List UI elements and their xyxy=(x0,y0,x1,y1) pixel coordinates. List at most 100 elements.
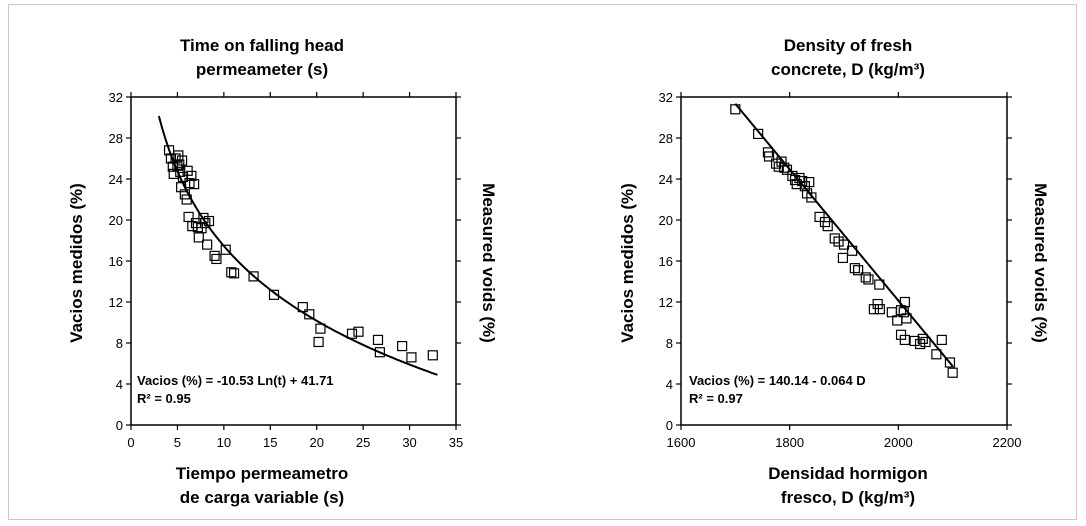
y-tick-label: 12 xyxy=(659,295,673,310)
data-point xyxy=(791,179,802,190)
data-point xyxy=(899,334,910,346)
x-tick-label: 20 xyxy=(309,435,323,450)
data-point xyxy=(397,340,408,352)
data-point xyxy=(947,367,958,378)
regression-equation: Vacios (%) = 140.14 - 0.064 D xyxy=(689,373,866,388)
y-tick-label: 32 xyxy=(659,90,673,105)
data-point xyxy=(781,164,793,175)
y-tick-label: 28 xyxy=(109,131,123,146)
y-tick-label: 0 xyxy=(666,418,673,433)
data-point xyxy=(753,128,764,140)
x-axis-label-line1: Tiempo permeametro xyxy=(176,464,349,483)
y-tick-label: 32 xyxy=(109,90,123,105)
chart-density: Density of fresh concrete, D (kg/m³) Vac… xyxy=(618,36,1050,507)
data-point xyxy=(797,175,808,187)
chart-title-line1: Time on falling head xyxy=(180,36,344,55)
data-point xyxy=(228,268,240,279)
data-point xyxy=(853,265,864,276)
data-point xyxy=(872,298,883,310)
data-point xyxy=(297,302,308,313)
data-point xyxy=(193,232,204,243)
data-point xyxy=(914,338,926,350)
data-point xyxy=(895,329,907,340)
data-point xyxy=(179,189,190,200)
data-point xyxy=(304,309,315,320)
x-axis-label-line1: Densidad hormigon xyxy=(768,464,928,483)
chart-title-line2: permeameter (s) xyxy=(196,60,328,79)
y-tick-label: 28 xyxy=(659,131,673,146)
data-point xyxy=(931,349,942,360)
data-point xyxy=(917,333,928,344)
data-point xyxy=(822,221,833,232)
data-point xyxy=(313,336,324,348)
y-tick-label: 8 xyxy=(666,336,673,351)
data-point xyxy=(198,212,209,224)
data-point xyxy=(427,350,438,361)
x-tick-label: 15 xyxy=(263,435,277,450)
data-point xyxy=(863,274,874,285)
y-tick-label: 12 xyxy=(109,295,123,310)
y-tick-label: 4 xyxy=(116,377,123,392)
data-point xyxy=(838,239,850,250)
data-point xyxy=(226,267,237,278)
data-point xyxy=(837,252,849,264)
y-tick-label: 8 xyxy=(116,336,123,351)
x-tick-label: 1600 xyxy=(667,435,696,450)
y-tick-label: 0 xyxy=(116,418,123,433)
data-point xyxy=(920,336,931,348)
data-point xyxy=(248,271,259,282)
x-tick-label: 35 xyxy=(449,435,463,450)
chart-title-line1: Density of fresh xyxy=(784,36,912,55)
y-axis-label: Vacios medidos (%) xyxy=(67,183,86,343)
y-tick-label: 24 xyxy=(109,172,123,187)
y-tick-label: 24 xyxy=(659,172,673,187)
x-tick-label: 2000 xyxy=(884,435,913,450)
data-point xyxy=(181,194,192,205)
figure-frame: Time on falling head permeameter (s) Vac… xyxy=(8,4,1077,520)
data-point xyxy=(804,176,815,188)
data-point xyxy=(901,313,912,324)
data-point xyxy=(182,165,193,176)
data-point xyxy=(909,335,920,347)
data-point xyxy=(374,347,385,358)
data-point xyxy=(315,323,326,334)
data-point xyxy=(346,328,358,339)
y-axis-label-right: Measured voids (%) xyxy=(479,183,498,343)
regression-equation: Vacios (%) = -10.53 Ln(t) + 41.71 xyxy=(137,373,334,388)
regression-line xyxy=(157,115,438,376)
data-point xyxy=(353,326,364,337)
data-point xyxy=(200,217,211,229)
data-point xyxy=(220,244,231,255)
x-tick-label: 25 xyxy=(356,435,370,450)
y-tick-label: 16 xyxy=(109,254,123,269)
data-point xyxy=(196,223,207,234)
regression-line xyxy=(734,103,954,367)
data-point xyxy=(175,166,186,177)
x-tick-label: 2200 xyxy=(993,435,1022,450)
data-point xyxy=(849,263,860,274)
data-point xyxy=(829,233,840,244)
data-point xyxy=(202,239,213,250)
data-point xyxy=(874,279,885,290)
data-point xyxy=(779,162,790,173)
data-point xyxy=(211,253,222,265)
data-point xyxy=(868,304,879,315)
data-point xyxy=(163,145,175,156)
x-axis-label-line2: de carga variable (s) xyxy=(180,488,344,507)
x-tick-label: 30 xyxy=(402,435,416,450)
x-axis-label-line2: fresco, D (kg/m³) xyxy=(781,488,915,507)
data-point xyxy=(730,104,741,115)
y-axis-label: Vacios medidos (%) xyxy=(618,183,637,343)
y-tick-label: 16 xyxy=(659,254,673,269)
figure: Time on falling head permeameter (s) Vac… xyxy=(67,36,1050,507)
data-point xyxy=(189,179,200,190)
data-point xyxy=(936,334,947,346)
data-point xyxy=(203,215,215,227)
data-point xyxy=(898,307,909,318)
data-point xyxy=(794,172,805,184)
y-tick-label: 20 xyxy=(109,213,123,228)
data-point xyxy=(176,155,188,166)
data-point xyxy=(372,334,384,346)
data-point xyxy=(895,305,907,316)
data-point xyxy=(268,289,280,300)
